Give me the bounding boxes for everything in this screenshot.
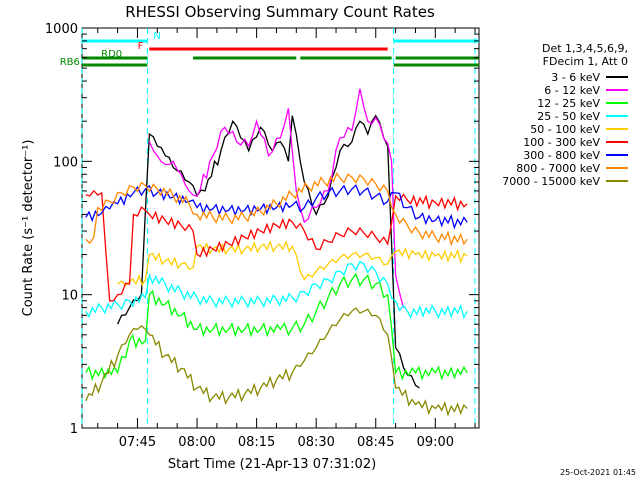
legend-label: 7000 - 15000 keV <box>502 175 600 188</box>
y-tick-label: 10 <box>61 289 78 304</box>
series-line <box>85 171 468 247</box>
x-tick-label: 08:30 <box>297 435 334 450</box>
legend-header-line-2: FDecim 1, Att 0 <box>543 55 628 68</box>
flag-label: N <box>153 31 160 42</box>
x-axis: 07:45 08:00 08:15 08:30 08:45 09:00 <box>97 28 476 450</box>
y-axis: 1 10 100 1000 <box>45 22 479 437</box>
series-line <box>85 307 468 417</box>
y-tick-label: 1 <box>70 422 78 437</box>
x-tick-label: 09:00 <box>417 435 454 450</box>
x-tick-label: 08:15 <box>238 435 275 450</box>
legend-label: 12 - 25 keV <box>537 97 600 110</box>
series-lines <box>85 88 468 417</box>
legend-label: 3 - 6 keV <box>551 71 600 84</box>
legend-label: 6 - 12 keV <box>544 84 600 97</box>
legend-label: 300 - 800 keV <box>523 149 600 162</box>
legend-label: 100 - 300 keV <box>523 136 600 149</box>
series-line <box>85 184 468 230</box>
legend-label: 50 - 100 keV <box>530 123 600 136</box>
x-tick-label: 08:45 <box>357 435 394 450</box>
flag-label: RD0 <box>101 49 122 60</box>
flag-bars: NF RD0 RB6 <box>60 31 479 68</box>
y-axis-label: Count Rate (s⁻¹ detector⁻¹) <box>21 140 36 317</box>
flag-label: F <box>138 41 144 52</box>
series-line <box>117 114 420 389</box>
chart-title: RHESSI Observing Summary Count Rates <box>125 3 435 21</box>
footer-date: 25-Oct-2021 01:45 <box>560 468 636 477</box>
plot-area: NF RD0 RB6 <box>60 27 480 429</box>
y-tick-label: 100 <box>53 155 78 170</box>
x-tick-label: 07:45 <box>119 435 156 450</box>
series-line <box>85 189 468 302</box>
legend-label: 25 - 50 keV <box>537 110 600 123</box>
legend-label: 800 - 7000 keV <box>516 162 600 175</box>
series-line <box>85 260 468 320</box>
series-line <box>148 88 405 308</box>
x-axis-label: Start Time (21-Apr-13 07:31:02) <box>168 457 376 472</box>
legend-header-line-1: Det 1,3,4,5,6,9, <box>542 42 628 55</box>
y-tick-label: 1000 <box>45 22 78 37</box>
x-tick-label: 08:00 <box>178 435 215 450</box>
legend: Det 1,3,4,5,6,9, FDecim 1, Att 0 3 - 6 k… <box>502 42 628 188</box>
flag-label: RB6 <box>60 57 80 68</box>
series-line <box>85 272 468 381</box>
series-line <box>117 240 468 287</box>
